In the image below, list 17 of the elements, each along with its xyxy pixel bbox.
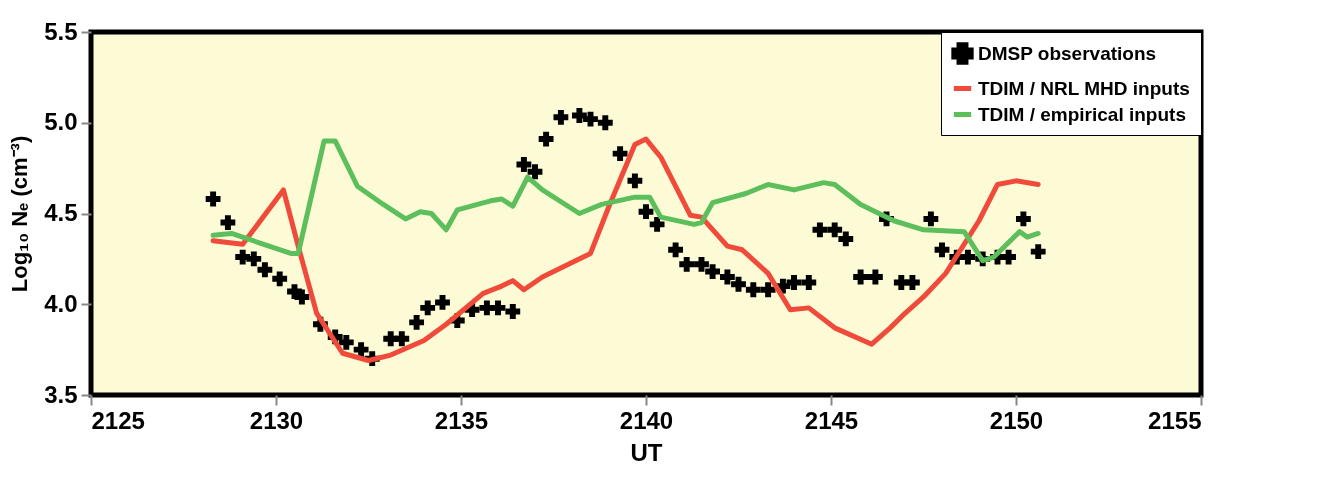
x-tick-label: 2135 xyxy=(434,406,489,434)
legend-label: DMSP observations xyxy=(978,42,1157,64)
y-tick-label: 5.0 xyxy=(44,108,78,136)
x-axis-title: UT xyxy=(630,438,663,466)
x-tick-label: 2130 xyxy=(249,406,304,434)
legend-label: TDIM / empirical inputs xyxy=(978,103,1186,125)
x-tick-label: 2155 xyxy=(1148,406,1202,434)
y-tick-label: 4.0 xyxy=(44,289,78,317)
x-tick-label: 2145 xyxy=(804,406,859,434)
y-axis-title: Log₁₀ Nₑ (cm⁻³) xyxy=(7,135,33,293)
legend-label: TDIM / NRL MHD inputs xyxy=(978,77,1190,99)
x-tick-label: 2150 xyxy=(989,406,1044,434)
x-tick-label: 2125 xyxy=(91,406,145,434)
x-tick-label: 2140 xyxy=(619,406,674,434)
y-tick-label: 3.5 xyxy=(44,380,78,408)
y-tick-label: 4.5 xyxy=(44,199,78,226)
y-tick-label: 5.5 xyxy=(44,17,78,45)
